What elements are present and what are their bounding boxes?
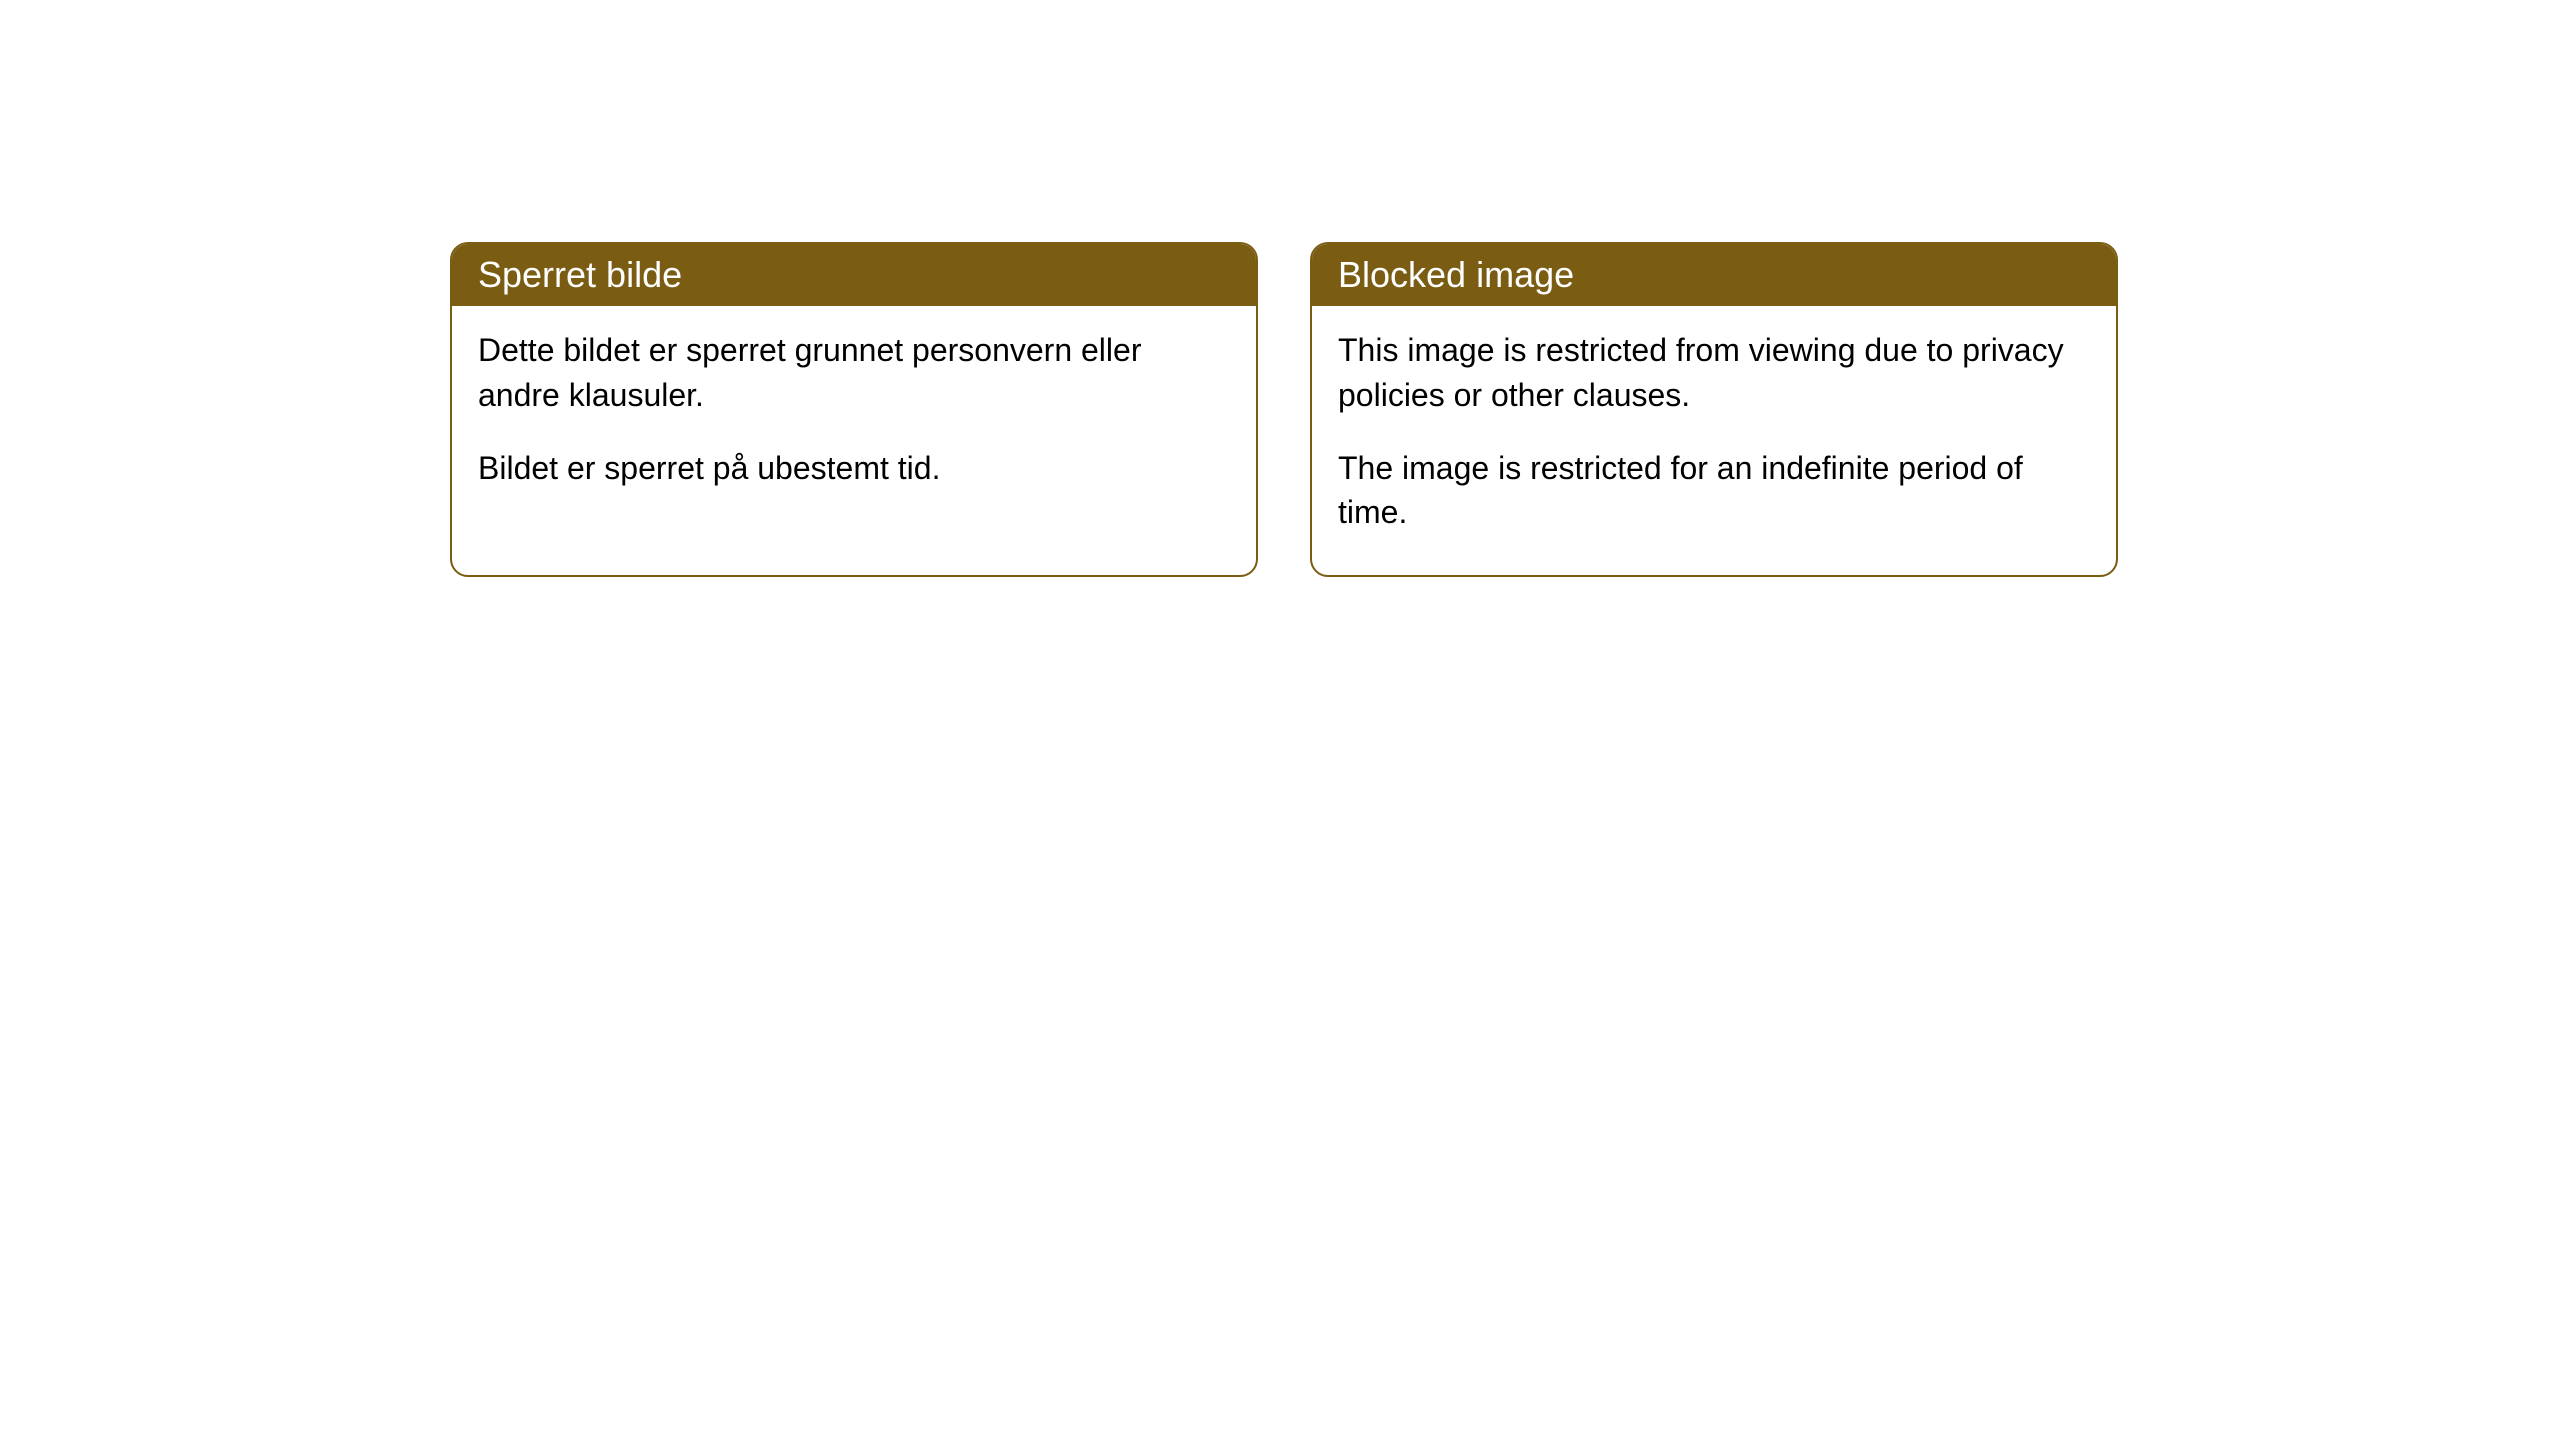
card-body: This image is restricted from viewing du… — [1312, 306, 2116, 575]
card-header: Blocked image — [1312, 244, 2116, 306]
card-body: Dette bildet er sperret grunnet personve… — [452, 306, 1256, 530]
card-paragraph-1: Dette bildet er sperret grunnet personve… — [478, 328, 1230, 418]
card-paragraph-2: Bildet er sperret på ubestemt tid. — [478, 446, 1230, 491]
card-paragraph-2: The image is restricted for an indefinit… — [1338, 446, 2090, 536]
card-header: Sperret bilde — [452, 244, 1256, 306]
card-title: Blocked image — [1338, 254, 1574, 295]
notice-card-norwegian: Sperret bilde Dette bildet er sperret gr… — [450, 242, 1258, 577]
card-title: Sperret bilde — [478, 254, 682, 295]
notice-card-english: Blocked image This image is restricted f… — [1310, 242, 2118, 577]
notice-cards-container: Sperret bilde Dette bildet er sperret gr… — [450, 242, 2118, 577]
card-paragraph-1: This image is restricted from viewing du… — [1338, 328, 2090, 418]
